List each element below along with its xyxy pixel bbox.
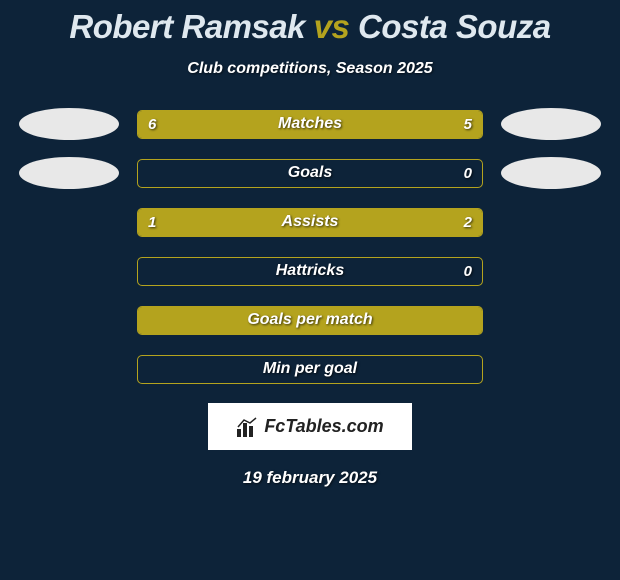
title-vs: vs — [305, 8, 358, 45]
subtitle: Club competitions, Season 2025 — [0, 60, 620, 78]
stat-row: Assists1 2 — [0, 206, 620, 238]
stat-bar: Hattricks0 — [137, 257, 483, 286]
footer-date: 19 february 2025 — [0, 468, 620, 488]
fctables-logo[interactable]: FcTables.com — [208, 403, 412, 450]
page-title: Robert Ramsak vs Costa Souza — [0, 0, 620, 46]
stat-row: Min per goal — [0, 353, 620, 385]
title-player2: Costa Souza — [358, 8, 551, 45]
stat-value-right: 0 — [464, 160, 472, 187]
stat-bar: Min per goal — [137, 355, 483, 384]
stats-container: Matches65Goals0Assists12Hattricks0Goals … — [0, 108, 620, 385]
logo-text: FcTables.com — [264, 416, 383, 437]
stat-row: Hattricks0 — [0, 255, 620, 287]
stat-row: Goals per match — [0, 304, 620, 336]
player1-oval — [19, 157, 119, 189]
stat-value-right: 5 — [464, 111, 472, 138]
stat-value-right: 2 — [464, 209, 472, 236]
stat-label: Hattricks — [138, 258, 482, 285]
stat-bar: Assists1 2 — [137, 208, 483, 237]
title-player1: Robert Ramsak — [69, 8, 305, 45]
stat-value-right: 0 — [464, 258, 472, 285]
stat-row: Matches6 5 — [0, 108, 620, 140]
stat-bar: Goals per match — [137, 306, 483, 335]
stat-value-left: 1 — [148, 209, 156, 236]
stat-bar: Matches6 5 — [137, 110, 483, 139]
stat-label: Assists — [138, 209, 482, 236]
stat-row: Goals0 — [0, 157, 620, 189]
stat-bar: Goals0 — [137, 159, 483, 188]
stat-label: Matches — [138, 111, 482, 138]
stat-label: Goals per match — [138, 307, 482, 334]
stat-value-left: 6 — [148, 111, 156, 138]
player2-oval — [501, 157, 601, 189]
chart-icon — [236, 417, 260, 437]
player2-oval — [501, 108, 601, 140]
player1-oval — [19, 108, 119, 140]
stat-label: Min per goal — [138, 356, 482, 383]
stat-label: Goals — [138, 160, 482, 187]
